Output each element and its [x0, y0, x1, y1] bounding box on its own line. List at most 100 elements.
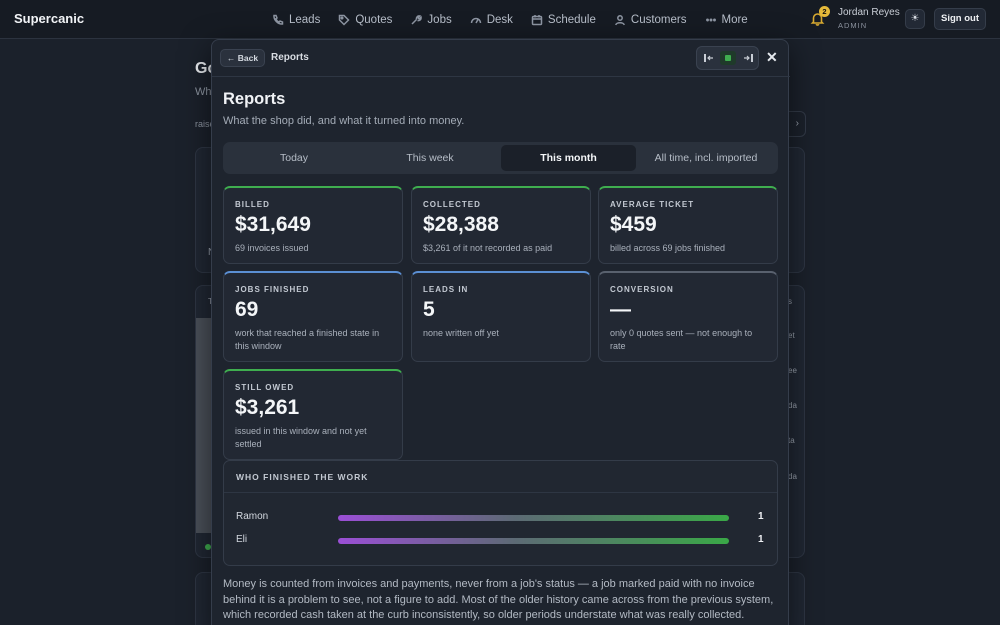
background-text: et	[788, 331, 795, 340]
stat-card-collected: COLLECTED $28,388 $3,261 of it not recor…	[411, 186, 591, 264]
nav-item-jobs[interactable]: Jobs	[410, 13, 452, 26]
worker-name: Ramon	[236, 511, 269, 522]
modal-breadcrumb: Reports	[271, 52, 309, 63]
nav-label: Customers	[630, 13, 687, 26]
reports-modal: ← Back Reports ✕ Reports What the shop d…	[211, 39, 790, 625]
worker-bar-fill	[338, 515, 729, 521]
tab-this-month[interactable]: This month	[501, 145, 636, 171]
nav-item-quotes[interactable]: Quotes	[338, 14, 392, 26]
stat-value: $31,649	[235, 213, 311, 236]
nav-item-more[interactable]: More	[705, 14, 748, 26]
stat-note: work that reached a finished state in th…	[235, 328, 380, 351]
background-text: T	[208, 297, 213, 306]
background-text: ta	[788, 436, 795, 445]
stat-label: BILLED	[235, 200, 270, 209]
nav-item-leads[interactable]: Leads	[272, 14, 320, 26]
top-nav-bar: Supercanic Leads Quotes Jobs Desk Schedu…	[0, 0, 1000, 39]
modal-title: Reports	[223, 90, 286, 108]
nav-label: Quotes	[355, 13, 393, 26]
calendar-icon	[531, 14, 543, 25]
stat-value: $3,261	[235, 396, 300, 419]
background-text: da	[788, 401, 797, 410]
period-tabs: Today This week This month All time, inc…	[223, 142, 778, 174]
worker-bar-fill	[338, 538, 729, 544]
nav-label: Jobs	[427, 13, 452, 26]
nav-label: Schedule	[547, 13, 596, 26]
gauge-icon	[470, 17, 481, 23]
stat-card-conversion: CONVERSION — only 0 quotes sent — not en…	[598, 271, 778, 362]
panel-title: WHO FINISHED THE WORK	[236, 472, 369, 482]
nav-item-customers[interactable]: Customers	[614, 14, 687, 26]
tag-icon	[339, 14, 350, 26]
background-raise-text: raise	[195, 119, 215, 129]
dock-left-button[interactable]	[701, 51, 717, 65]
modal-subtitle: What the shop did, and what it turned in…	[223, 115, 465, 127]
user-role: ADMIN	[838, 21, 868, 30]
worker-row: Ramon 1	[224, 511, 777, 525]
stat-card-jobs-finished: JOBS FINISHED 69 work that reached a fin…	[223, 271, 403, 362]
tab-today[interactable]: Today	[279, 152, 309, 164]
worker-name: Eli	[236, 534, 248, 545]
stat-value: 5	[423, 298, 435, 321]
worker-bar-track	[338, 538, 729, 544]
stat-value: 69	[235, 298, 259, 321]
nav-item-schedule[interactable]: Schedule	[531, 14, 596, 26]
stat-card-leads-in: LEADS IN 5 none written off yet	[411, 271, 591, 362]
background-page-subtitle: Wh	[195, 86, 212, 98]
stat-note: issued in this window and not yet settle…	[235, 426, 367, 449]
theme-toggle-button[interactable]: ☀	[905, 9, 925, 29]
modal-header: ← Back Reports ✕	[212, 40, 790, 77]
nav-item-desk[interactable]: Desk	[470, 14, 513, 26]
brand-logo[interactable]: Supercanic	[14, 11, 85, 26]
worker-count: 1	[758, 511, 764, 522]
stat-note: none written off yet	[423, 328, 499, 338]
dock-left-icon	[704, 54, 713, 62]
notification-count-badge: 2	[819, 6, 830, 17]
notifications-button[interactable]: 2	[810, 6, 830, 27]
stat-note: $3,261 of it not recorded as paid	[423, 243, 553, 253]
nav-label: More	[721, 13, 748, 26]
nav-label: Leads	[289, 13, 321, 26]
worker-row: Eli 1	[224, 534, 777, 548]
sign-out-button[interactable]: Sign out	[934, 8, 986, 30]
background-text: ee	[788, 366, 797, 375]
dock-right-icon	[744, 54, 753, 62]
person-icon	[614, 14, 625, 25]
stat-label: COLLECTED	[423, 200, 481, 209]
phone-icon	[273, 14, 284, 25]
user-name: Jordan Reyes	[838, 7, 900, 18]
stat-note: billed across 69 jobs finished	[610, 243, 726, 253]
stat-card-billed: BILLED $31,649 69 invoices issued	[223, 186, 403, 264]
dock-right-button[interactable]	[740, 51, 756, 65]
worker-count: 1	[758, 534, 764, 545]
stat-label: AVERAGE TICKET	[610, 200, 695, 209]
stat-card-still-owed: STILL OWED $3,261 issued in this window …	[223, 369, 403, 460]
tab-this-week[interactable]: This week	[406, 152, 454, 164]
status-dot	[205, 544, 211, 550]
nav-label: Desk	[486, 13, 513, 26]
background-text: s	[788, 297, 792, 306]
back-button[interactable]: ← Back	[220, 49, 265, 67]
dots-icon	[705, 18, 716, 21]
stat-label: JOBS FINISHED	[235, 285, 310, 294]
user-menu[interactable]: Jordan Reyes ADMIN	[838, 7, 900, 30]
who-finished-panel: WHO FINISHED THE WORK Ramon 1 Eli 1	[223, 460, 778, 566]
stat-value: $28,388	[423, 213, 499, 236]
panel-header: WHO FINISHED THE WORK	[224, 461, 777, 493]
main-nav: Leads Quotes Jobs Desk Schedule Customer…	[272, 0, 766, 39]
stat-value: —	[610, 298, 631, 321]
dock-position-group	[696, 46, 759, 70]
stat-label: CONVERSION	[610, 285, 674, 294]
reports-footnote: Money is counted from invoices and payme…	[223, 578, 774, 621]
close-icon[interactable]: ✕	[766, 49, 778, 65]
stat-label: STILL OWED	[235, 383, 295, 392]
stat-note: 69 invoices issued	[235, 243, 309, 253]
tab-all-time[interactable]: All time, incl. imported	[654, 152, 758, 164]
dock-center-button[interactable]	[720, 51, 736, 65]
stat-value: $459	[610, 213, 657, 236]
stat-note: only 0 quotes sent — not enough to rate	[610, 328, 753, 351]
background-text: da	[788, 472, 797, 481]
worker-bar-track	[338, 515, 729, 521]
dock-center-icon	[725, 55, 731, 61]
stat-label: LEADS IN	[423, 285, 469, 294]
